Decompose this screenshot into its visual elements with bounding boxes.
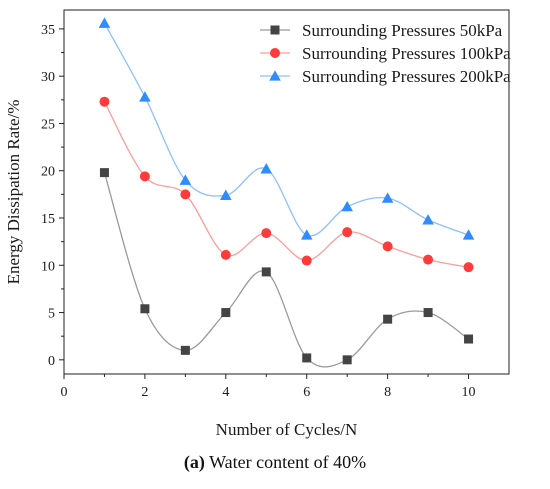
legend-label: Surrounding Pressures 200kPa — [302, 67, 511, 86]
data-point — [464, 334, 474, 344]
caption-text: Water content of 40% — [204, 452, 367, 472]
series-line — [103, 101, 469, 268]
data-point — [300, 229, 313, 240]
series-layer — [98, 17, 475, 368]
plot-frame — [63, 9, 510, 375]
data-point — [342, 355, 352, 365]
legend-marker — [270, 25, 280, 35]
data-point — [220, 189, 232, 200]
data-point — [220, 249, 231, 260]
data-point — [99, 96, 110, 107]
data-point — [140, 304, 150, 314]
data-point — [423, 254, 434, 265]
data-point — [139, 91, 151, 102]
x-tick-label: 0 — [61, 385, 68, 400]
y-tick-label: 0 — [48, 354, 55, 369]
x-tick-label: 2 — [141, 385, 148, 400]
data-point — [180, 189, 191, 200]
legend-marker — [270, 48, 280, 58]
data-point — [462, 229, 475, 240]
series-line — [103, 22, 469, 237]
y-tick-label: 35 — [41, 23, 55, 38]
data-point — [98, 17, 111, 28]
data-point — [382, 241, 393, 252]
data-point — [381, 192, 394, 203]
data-point — [139, 171, 150, 182]
data-point — [180, 345, 190, 355]
y-tick-label: 25 — [41, 117, 55, 132]
data-point — [260, 163, 273, 174]
data-point — [423, 308, 433, 318]
data-point — [179, 174, 192, 185]
legend-label: Surrounding Pressures 100kPa — [302, 44, 511, 63]
caption-label: (a) — [183, 452, 205, 472]
data-point — [261, 228, 272, 239]
legend: Surrounding Pressures 50kPa Surrounding P… — [260, 21, 511, 86]
x-tick-label: 6 — [303, 385, 310, 400]
x-tick-label: 4 — [222, 385, 229, 400]
series-2 — [99, 96, 474, 273]
x-tick-label: 8 — [384, 385, 391, 400]
data-point — [301, 255, 312, 266]
axes: 0 2 4 6 8 10 0 5 10 15 20 25 30 35 — [41, 9, 510, 400]
y-tick-label: 30 — [41, 70, 55, 85]
data-point — [463, 262, 474, 273]
y-tick-label: 5 — [48, 307, 55, 322]
y-tick-label: 10 — [41, 259, 55, 274]
y-axis-title: Energy Dissipation Rate/% — [4, 100, 23, 285]
series-3 — [98, 17, 475, 240]
legend-label: Surrounding Pressures 50kPa — [302, 21, 503, 40]
series-1 — [99, 168, 474, 368]
data-point — [342, 227, 353, 238]
series-line — [103, 172, 469, 368]
figure-caption: (a) Water content of 40% — [0, 452, 550, 473]
x-axis-title: Number of Cycles/N — [216, 420, 358, 439]
data-point — [261, 267, 271, 277]
data-point — [383, 314, 393, 324]
data-point — [341, 200, 353, 212]
y-tick-label: 15 — [41, 212, 55, 227]
legend-marker — [269, 70, 281, 81]
y-tick-label: 20 — [41, 165, 55, 180]
data-point — [221, 308, 231, 318]
data-point — [99, 168, 109, 178]
data-point — [422, 214, 434, 225]
data-point — [302, 353, 312, 363]
x-tick-label: 10 — [462, 385, 476, 400]
